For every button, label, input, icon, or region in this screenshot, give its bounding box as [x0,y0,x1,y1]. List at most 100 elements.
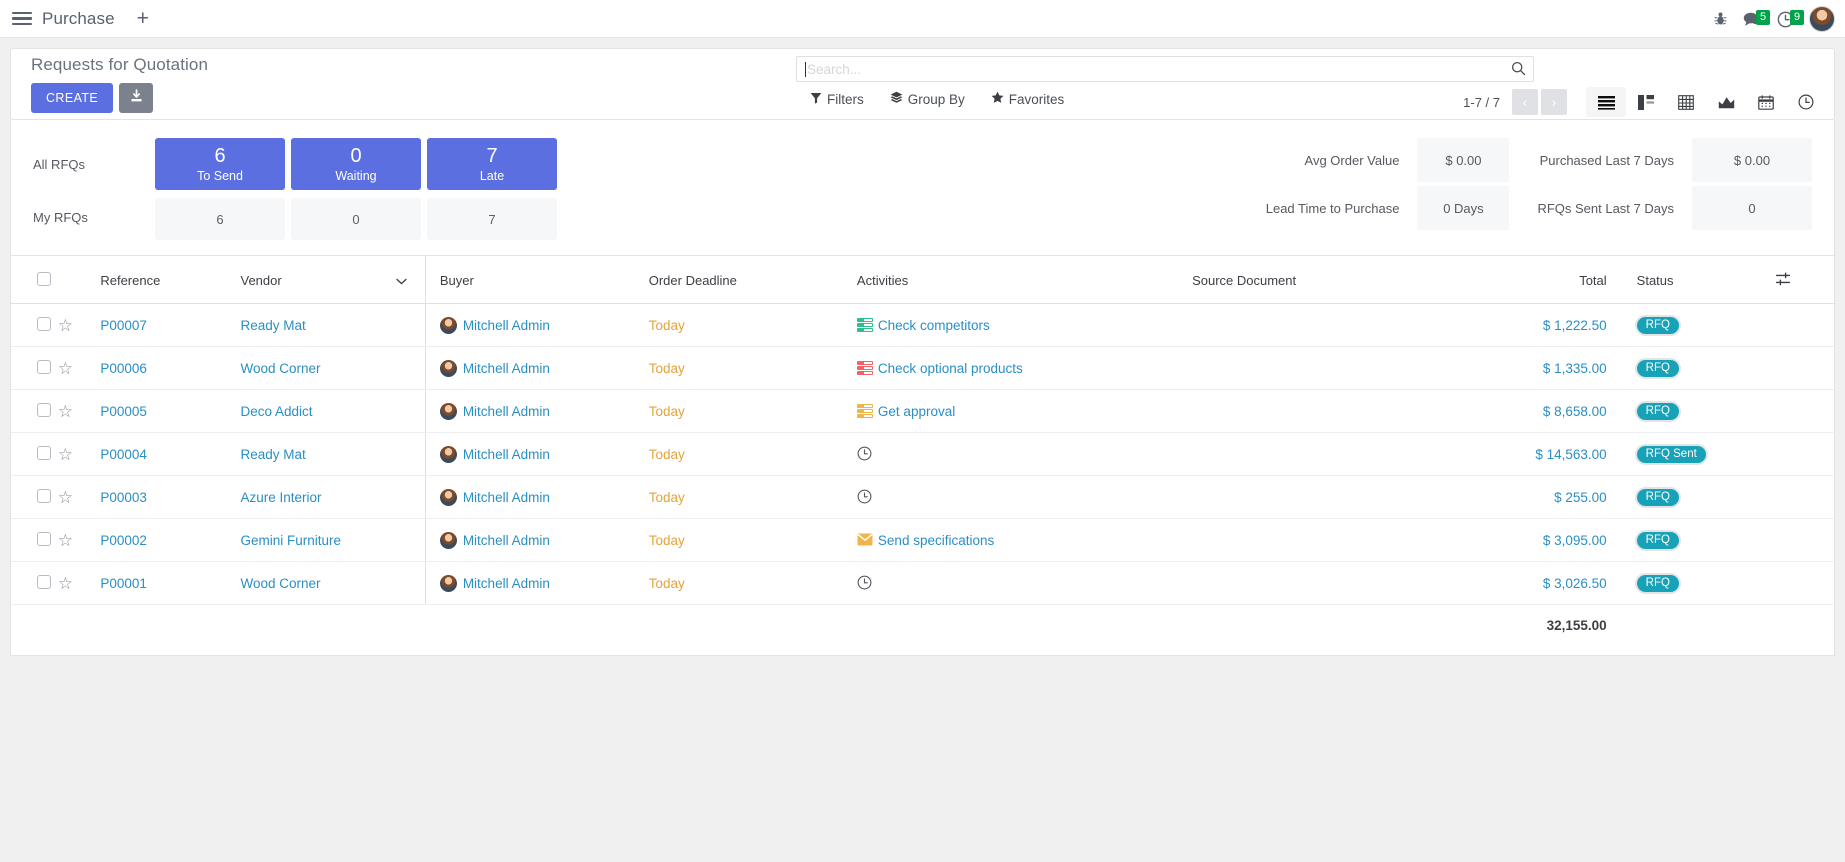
header-total[interactable]: Total [1476,256,1623,304]
graph-view-icon[interactable] [1706,87,1746,117]
app-name[interactable]: Purchase [42,8,115,28]
reference-link[interactable]: P00006 [100,360,147,376]
tile-to-send-mine[interactable]: 6 [155,198,285,240]
row-checkbox[interactable] [37,359,51,374]
kpi-lead-time[interactable]: 0 Days [1417,186,1510,230]
vendor-link[interactable]: Ready Mat [240,317,306,333]
tile-waiting-all[interactable]: 0 Waiting [291,138,421,190]
cell-vendor: Azure Interior [240,475,426,519]
messages-icon[interactable]: 5 [1743,10,1771,27]
reference-link[interactable]: P00007 [100,317,147,333]
filters-dropdown[interactable]: Filters [810,91,864,107]
row-checkbox[interactable] [37,574,51,589]
reference-link[interactable]: P00002 [100,532,147,548]
header-status[interactable]: Status [1622,256,1775,304]
table-row[interactable]: ☆ P00001 Wood Corner Mitchell Admin Today $ 3… [11,561,1834,605]
header-order-deadline[interactable]: Order Deadline [648,256,857,304]
vendor-link[interactable]: Deco Addict [240,403,313,419]
favorite-star-icon[interactable]: ☆ [57,444,73,464]
row-checkbox[interactable] [37,531,51,546]
table-row[interactable]: ☆ P00003 Azure Interior Mitchell Admin Today… [11,475,1834,519]
search-input[interactable]: Search... [796,56,1534,82]
hamburger-icon[interactable] [12,9,32,28]
buyer-link[interactable]: Mitchell Admin [462,575,550,591]
vendor-link[interactable]: Ready Mat [240,446,306,462]
activity-clock-icon[interactable] [857,575,873,591]
buyer-link[interactable]: Mitchell Admin [462,446,550,462]
vendor-link[interactable]: Wood Corner [240,575,321,591]
vendor-link[interactable]: Gemini Furniture [240,532,342,548]
buyer-avatar [439,359,457,377]
header-buyer[interactable]: Buyer [425,256,649,304]
pivot-view-icon[interactable] [1666,87,1706,117]
activity-link[interactable]: Get approval [877,403,956,419]
row-select-cell [11,475,58,519]
activities-clock-icon[interactable]: 9 [1777,9,1805,28]
vendor-link[interactable]: Azure Interior [240,489,322,505]
reference-link[interactable]: P00005 [100,403,147,419]
favorite-star-icon[interactable]: ☆ [57,530,73,550]
activity-clock-icon[interactable] [1786,87,1826,117]
cell-status: RFQ [1622,561,1775,605]
buyer-link[interactable]: Mitchell Admin [462,489,550,505]
row-checkbox[interactable] [37,402,51,417]
reference-link[interactable]: P00004 [100,446,147,462]
vendor-link[interactable]: Wood Corner [240,360,321,376]
activity-link[interactable]: Send specifications [877,532,995,548]
favorite-star-icon[interactable]: ☆ [57,573,73,593]
header-activities[interactable]: Activities [856,256,1193,304]
tile-to-send-all[interactable]: 6 To Send [155,138,285,190]
header-reference[interactable]: Reference [100,256,241,304]
favorite-star-icon[interactable]: ☆ [57,401,73,421]
buyer-link[interactable]: Mitchell Admin [462,360,550,376]
kanban-view-icon[interactable] [1626,87,1666,117]
table-row[interactable]: ☆ P00002 Gemini Furniture Mitchell Admin Tod… [11,518,1834,562]
select-all-checkbox[interactable] [37,272,51,286]
new-record-plus-icon[interactable]: + [136,7,149,30]
cell-source-document [1192,475,1477,519]
pager-previous-button[interactable]: ‹ [1512,89,1538,115]
favorites-dropdown[interactable]: Favorites [991,91,1064,107]
import-button[interactable] [119,83,154,113]
favorite-star-icon[interactable]: ☆ [57,315,73,335]
create-button[interactable]: CREATE [31,83,114,113]
table-row[interactable]: ☆ P00005 Deco Addict Mitchell Admin Today Get… [11,389,1834,433]
header-vendor[interactable]: Vendor [240,256,426,304]
row-checkbox[interactable] [37,445,51,460]
tile-late-mine[interactable]: 7 [427,198,557,240]
kpi-rfqs-sent-last-7-days[interactable]: 0 [1692,186,1812,230]
header-source-document[interactable]: Source Document [1192,256,1477,304]
select-all-header [11,256,58,304]
kpi-purchased-last-7-days[interactable]: $ 0.00 [1692,138,1812,182]
search-icon[interactable] [1511,61,1526,81]
table-row[interactable]: ☆ P00007 Ready Mat Mitchell Admin Today Check… [11,303,1834,347]
cell-activities [856,475,1193,519]
reference-link[interactable]: P00001 [100,575,147,591]
activity-link[interactable]: Check competitors [877,317,990,333]
favorite-star-icon[interactable]: ☆ [57,358,73,378]
tile-late-all[interactable]: 7 Late [427,138,557,190]
list-view-icon[interactable] [1586,87,1626,117]
row-checkbox[interactable] [37,316,51,331]
table-row[interactable]: ☆ P00006 Wood Corner Mitchell Admin Today Che… [11,346,1834,390]
activity-link[interactable]: Check optional products [877,360,1023,376]
buyer-link[interactable]: Mitchell Admin [462,317,550,333]
row-checkbox[interactable] [37,488,51,503]
tile-waiting-mine[interactable]: 0 [291,198,421,240]
buyer-link[interactable]: Mitchell Admin [462,532,550,548]
calendar-view-icon[interactable] [1746,87,1786,117]
favorite-star-icon[interactable]: ☆ [57,487,73,507]
activity-clock-icon[interactable] [857,489,873,505]
user-avatar[interactable] [1809,6,1835,32]
buyer-link[interactable]: Mitchell Admin [462,403,550,419]
activity-clock-icon[interactable] [857,446,873,462]
activities-badge: 9 [1790,9,1805,25]
cell-reference: P00003 [100,475,241,519]
pager-next-button[interactable]: › [1541,89,1567,115]
bug-icon[interactable] [1713,11,1728,27]
kpi-avg-order-value[interactable]: $ 0.00 [1417,138,1510,182]
groupby-dropdown[interactable]: Group By [890,91,965,107]
optional-columns-button[interactable] [1774,256,1834,304]
reference-link[interactable]: P00003 [100,489,147,505]
table-row[interactable]: ☆ P00004 Ready Mat Mitchell Admin Today $ 14,… [11,432,1834,476]
